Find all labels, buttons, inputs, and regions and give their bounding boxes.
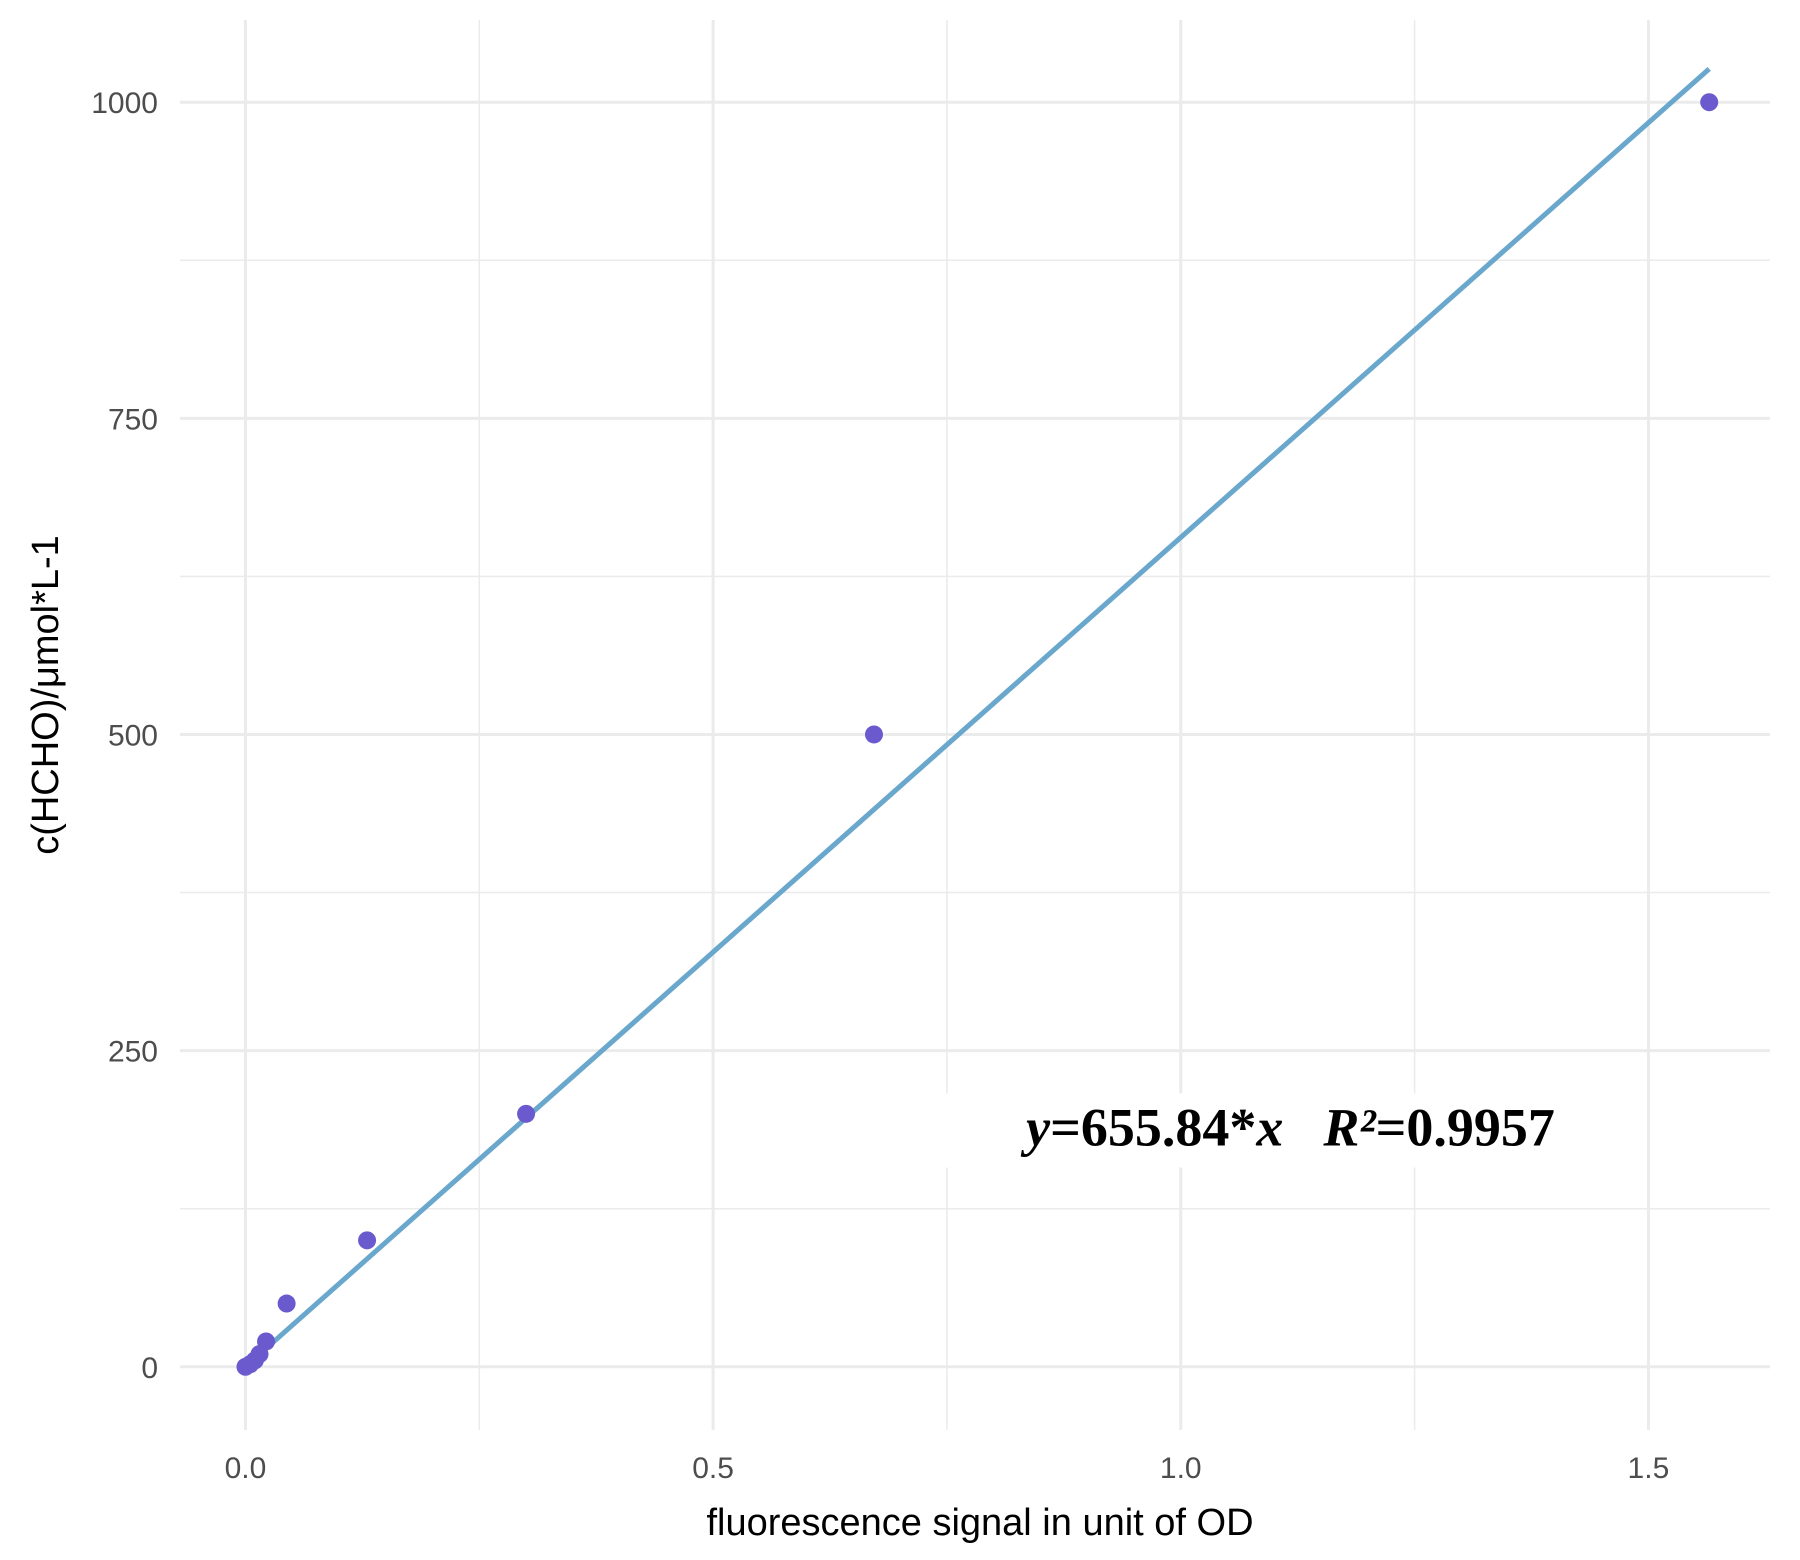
major-gridlines [180,20,1770,1430]
data-point [257,1332,276,1351]
regression-fit-line [243,66,1711,1369]
y-axis-title: c(HCHO)/μmol*L-1 [25,535,67,855]
equation-x-variable: x [1255,1097,1283,1157]
annotation-background [894,1093,1555,1168]
data-point [277,1294,296,1313]
y-tick-label: 0 [141,1352,158,1385]
y-tick-label: 500 [108,719,158,752]
x-tick-label: 1.5 [1628,1452,1670,1485]
data-point [358,1231,377,1250]
r-squared-value: =0.9957 [1376,1097,1555,1157]
y-tick-label: 750 [108,403,158,436]
x-tick-label: 1.0 [1160,1452,1202,1485]
y-tick-label: 1000 [91,87,158,120]
data-points [236,93,1719,1376]
data-point [517,1104,536,1123]
equation-coefficient: =655.84* [1050,1097,1256,1157]
y-tick-labels: 0 250 500 750 1000 [91,87,158,1385]
equation-y-variable: y [1020,1097,1051,1157]
x-axis-title: fluorescence signal in unit of OD [706,1502,1253,1544]
y-tick-label: 250 [108,1036,158,1069]
regression-equation: y=655.84*x R²=0.9957 [1020,1097,1555,1157]
x-tick-label: 0.0 [225,1452,267,1485]
regression-annotation: y=655.84*x R²=0.9957 [894,1093,1555,1168]
data-point [864,725,883,744]
x-tick-labels: 0.0 0.5 1.0 1.5 [225,1452,1670,1485]
x-tick-label: 0.5 [692,1452,734,1485]
r-squared-label: R² [1322,1097,1377,1157]
minor-gridlines [180,20,1770,1430]
data-point [1700,93,1719,112]
fit-line-group [243,66,1711,1369]
